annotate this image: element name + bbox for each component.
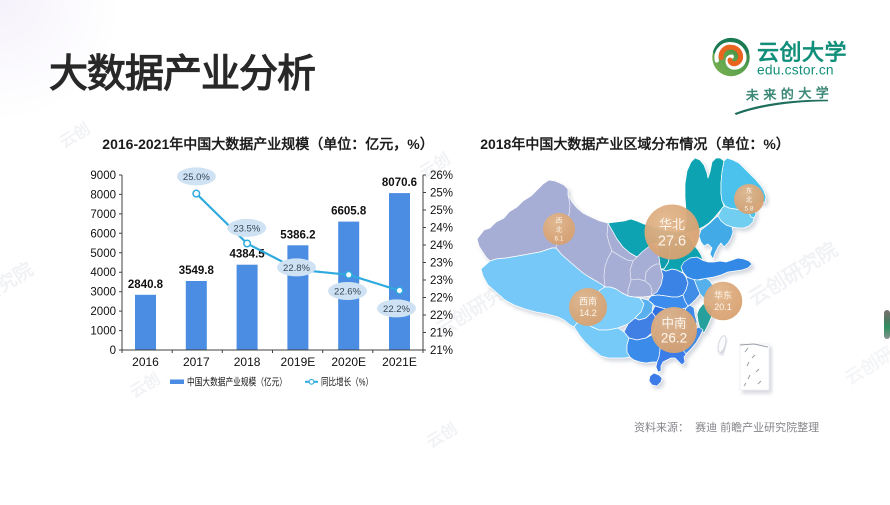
svg-text:24%: 24% bbox=[430, 223, 453, 235]
svg-text:22.6%: 22.6% bbox=[334, 287, 361, 298]
svg-text:2019E: 2019E bbox=[281, 355, 316, 369]
svg-text:23.5%: 23.5% bbox=[233, 223, 260, 234]
svg-text:未来的大学: 未来的大学 bbox=[745, 85, 834, 103]
svg-text:22.8%: 22.8% bbox=[283, 263, 310, 274]
svg-text:2018年中国大数据产业区域分布情况（单位：%）: 2018年中国大数据产业区域分布情况（单位：%） bbox=[480, 136, 790, 152]
svg-text:2016-2021年中国大数据产业规模（单位：亿元，%）: 2016-2021年中国大数据产业规模（单位：亿元，%） bbox=[102, 136, 433, 152]
svg-text:1000: 1000 bbox=[90, 326, 116, 338]
svg-text:2020E: 2020E bbox=[331, 355, 366, 369]
svg-text:中国大数据产业规模（亿元）: 中国大数据产业规模（亿元） bbox=[187, 376, 287, 389]
svg-text:5386.2: 5386.2 bbox=[280, 229, 315, 241]
svg-text:3000: 3000 bbox=[90, 287, 116, 299]
svg-text:2840.8: 2840.8 bbox=[128, 279, 164, 291]
svg-text:华东: 华东 bbox=[714, 289, 732, 300]
svg-text:2018: 2018 bbox=[234, 355, 261, 369]
svg-text:8000: 8000 bbox=[90, 189, 116, 201]
svg-text:4384.5: 4384.5 bbox=[230, 249, 266, 261]
svg-text:25%: 25% bbox=[430, 188, 453, 200]
svg-text:北: 北 bbox=[556, 225, 563, 233]
svg-text:云创大学: 云创大学 bbox=[757, 40, 847, 65]
svg-text:6605.8: 6605.8 bbox=[331, 206, 367, 218]
svg-text:0: 0 bbox=[110, 345, 116, 357]
svg-text:8070.6: 8070.6 bbox=[382, 177, 417, 189]
svg-text:西南: 西南 bbox=[579, 295, 597, 306]
svg-text:26.2: 26.2 bbox=[661, 331, 687, 346]
svg-text:27.6: 27.6 bbox=[658, 234, 686, 250]
svg-text:2000: 2000 bbox=[90, 306, 116, 318]
svg-text:2016: 2016 bbox=[132, 355, 159, 369]
svg-text:edu.cstor.cn: edu.cstor.cn bbox=[757, 63, 834, 78]
svg-text:6000: 6000 bbox=[90, 228, 116, 240]
svg-text:华北: 华北 bbox=[659, 217, 685, 232]
svg-text:5000: 5000 bbox=[90, 248, 116, 260]
svg-text:6.1: 6.1 bbox=[554, 235, 563, 242]
svg-text:3549.8: 3549.8 bbox=[179, 265, 215, 277]
svg-text:西: 西 bbox=[556, 216, 563, 224]
svg-text:24%: 24% bbox=[430, 240, 453, 252]
svg-text:22%: 22% bbox=[430, 310, 453, 322]
svg-text:北: 北 bbox=[746, 195, 753, 203]
svg-text:4000: 4000 bbox=[90, 267, 116, 279]
svg-text:7000: 7000 bbox=[90, 209, 116, 221]
svg-text:21%: 21% bbox=[430, 345, 453, 357]
svg-text:23%: 23% bbox=[430, 258, 453, 270]
svg-text:同比增长（%）: 同比增长（%） bbox=[321, 376, 373, 389]
svg-text:25.0%: 25.0% bbox=[183, 172, 210, 183]
svg-text:2017: 2017 bbox=[183, 355, 210, 369]
svg-text:26%: 26% bbox=[430, 170, 453, 182]
svg-text:东: 东 bbox=[746, 185, 753, 194]
svg-text:22%: 22% bbox=[430, 293, 453, 305]
svg-text:2021E: 2021E bbox=[382, 355, 417, 369]
svg-text:21%: 21% bbox=[430, 328, 453, 340]
svg-text:5.8: 5.8 bbox=[744, 205, 753, 212]
svg-text:22.2%: 22.2% bbox=[383, 304, 410, 315]
svg-text:中南: 中南 bbox=[661, 316, 686, 331]
svg-text:9000: 9000 bbox=[90, 170, 116, 182]
svg-text:25%: 25% bbox=[430, 205, 453, 217]
svg-text:14.2: 14.2 bbox=[579, 308, 597, 318]
svg-text:23%: 23% bbox=[430, 275, 453, 287]
svg-text:20.1: 20.1 bbox=[714, 302, 732, 312]
